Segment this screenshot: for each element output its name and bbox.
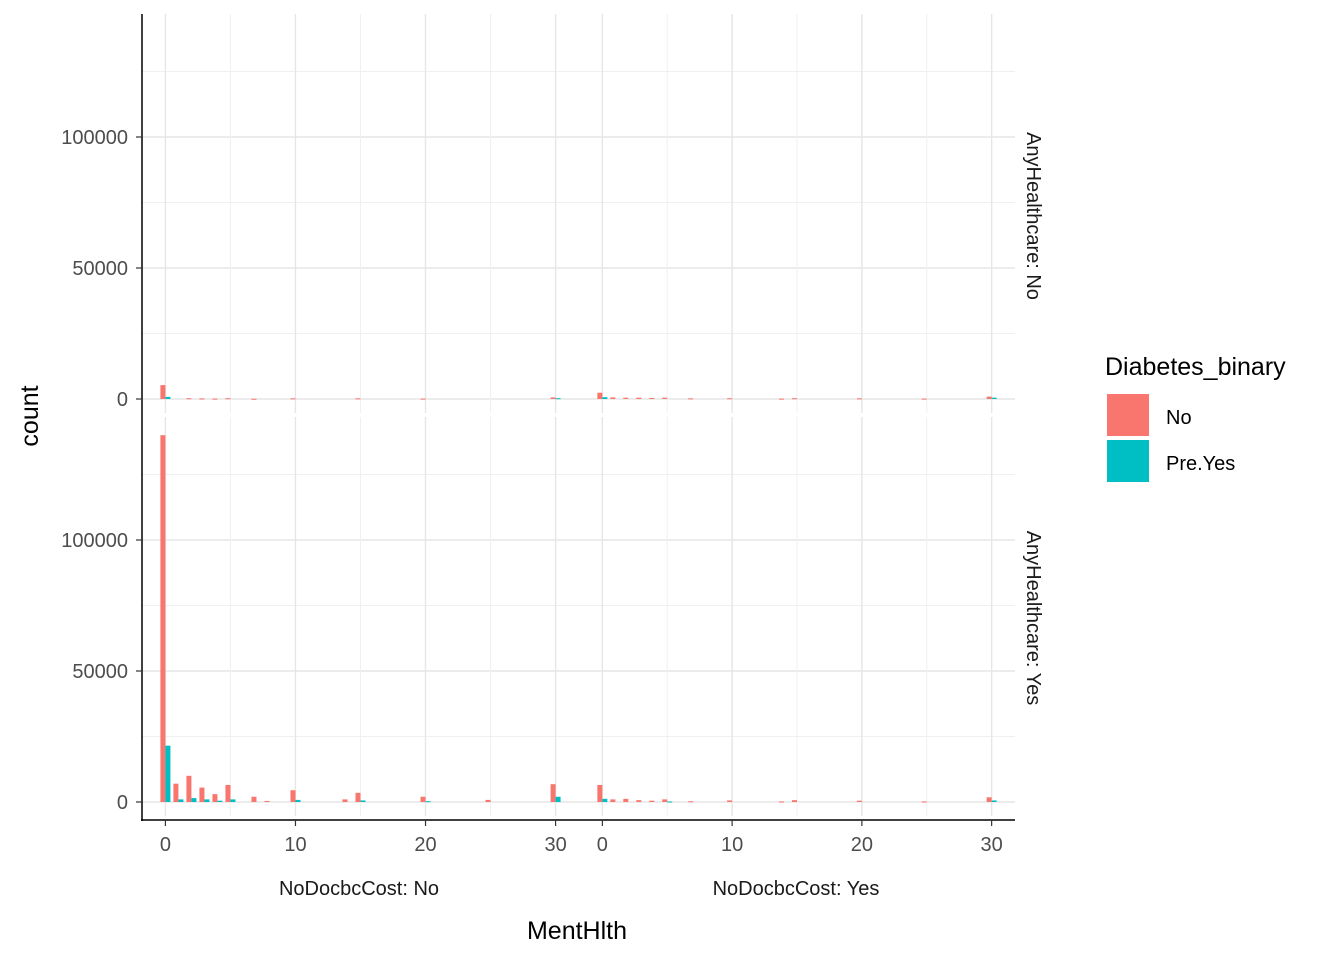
y-tick-label: 0 bbox=[117, 792, 128, 814]
bar-no bbox=[186, 775, 192, 802]
bar-no bbox=[355, 792, 361, 802]
bar-no bbox=[173, 783, 179, 802]
bar-no bbox=[225, 398, 231, 400]
bar-pre-yes bbox=[178, 799, 184, 802]
bar-pre-yes bbox=[555, 398, 561, 400]
bar-no bbox=[212, 794, 218, 802]
bar-no bbox=[225, 784, 231, 802]
legend-title: Diabetes_binary bbox=[1105, 353, 1286, 381]
bar-no bbox=[160, 435, 166, 802]
strip-col-1: NoDocbcCost: No bbox=[279, 878, 439, 900]
y-axis-title: count bbox=[16, 385, 44, 446]
bar-no bbox=[649, 397, 655, 399]
y-tick-label: 0 bbox=[117, 389, 128, 411]
bar-no bbox=[662, 397, 668, 399]
bar-no bbox=[342, 799, 348, 802]
legend-key-no bbox=[1107, 394, 1149, 436]
bar-pre-yes bbox=[667, 801, 673, 803]
bar-no bbox=[420, 796, 426, 802]
strip-col-2: NoDocbcCost: Yes bbox=[713, 878, 880, 900]
bar-pre-yes bbox=[360, 800, 366, 802]
bar-no bbox=[727, 800, 733, 802]
strip-row-1: AnyHealthcare: No bbox=[1022, 132, 1044, 300]
bar-no bbox=[623, 798, 629, 802]
bar-no bbox=[610, 799, 616, 802]
bar-no bbox=[792, 800, 797, 802]
bar-pre-yes bbox=[991, 800, 997, 802]
bar-pre-yes bbox=[295, 799, 301, 802]
bar-pre-yes bbox=[230, 799, 236, 802]
bar-pre-yes bbox=[602, 397, 608, 399]
bar-pre-yes bbox=[204, 799, 210, 802]
x-tick-label: 10 bbox=[721, 834, 743, 856]
bar-no bbox=[199, 398, 205, 400]
bar-no bbox=[160, 385, 166, 399]
bar-pre-yes bbox=[165, 745, 171, 802]
y-tick-label: 100000 bbox=[61, 530, 128, 552]
bar-no bbox=[662, 799, 668, 802]
bar-pre-yes bbox=[425, 801, 431, 803]
x-tick-label: 20 bbox=[851, 834, 873, 856]
bar-no bbox=[199, 787, 205, 802]
bar-no bbox=[597, 784, 603, 802]
x-tick-label: 10 bbox=[284, 834, 306, 856]
bar-no bbox=[251, 796, 257, 802]
bar-pre-yes bbox=[991, 397, 997, 399]
x-tick-label: 0 bbox=[160, 834, 171, 856]
y-tick-label: 50000 bbox=[72, 258, 128, 280]
bar-no bbox=[251, 398, 257, 400]
bar-no bbox=[921, 398, 927, 400]
x-axis-title: MentHlth bbox=[527, 917, 627, 945]
bar-no bbox=[610, 397, 616, 399]
bar-no bbox=[420, 398, 426, 400]
bar-no bbox=[636, 397, 642, 399]
bar-no bbox=[921, 801, 927, 803]
bar-pre-yes bbox=[555, 796, 561, 802]
axes bbox=[136, 14, 1015, 826]
grid-lines bbox=[142, 14, 1015, 816]
legend-key-pre-yes bbox=[1107, 440, 1149, 482]
legend: Diabetes_binary No Pre.Yes bbox=[1105, 353, 1286, 482]
legend-label-no: No bbox=[1166, 407, 1192, 429]
bar-no bbox=[186, 398, 192, 400]
x-tick-label: 20 bbox=[414, 834, 436, 856]
bar-no bbox=[856, 398, 862, 400]
bar-no bbox=[212, 398, 218, 400]
bar-no bbox=[986, 797, 992, 802]
bar-no bbox=[688, 398, 694, 400]
tick-labels: 0 50000 100000 0 50000 100000 0 10 20 30 0 10 20 30 bbox=[61, 127, 1003, 856]
x-tick-label: 0 bbox=[597, 834, 608, 856]
bar-no bbox=[649, 800, 655, 802]
bars bbox=[160, 385, 997, 803]
bar-no bbox=[986, 396, 992, 399]
bar-no bbox=[290, 790, 296, 802]
bar-pre-yes bbox=[191, 798, 197, 802]
bar-pre-yes bbox=[602, 798, 608, 802]
bar-no bbox=[636, 800, 642, 802]
bar-no bbox=[550, 784, 556, 802]
strip-row-2: AnyHealthcare: Yes bbox=[1022, 531, 1044, 706]
bar-no bbox=[623, 397, 629, 399]
bar-no bbox=[856, 800, 862, 802]
x-tick-label: 30 bbox=[981, 834, 1003, 856]
bar-no bbox=[264, 800, 270, 802]
bar-no bbox=[688, 801, 694, 803]
bar-no bbox=[290, 398, 296, 400]
legend-label-pre-yes: Pre.Yes bbox=[1166, 453, 1235, 475]
x-tick-label: 30 bbox=[544, 834, 566, 856]
bar-no bbox=[727, 398, 733, 400]
y-tick-label: 100000 bbox=[61, 127, 128, 149]
bar-no bbox=[779, 398, 785, 400]
bar-no bbox=[355, 398, 361, 400]
bar-no bbox=[485, 799, 491, 802]
bar-pre-yes bbox=[217, 800, 223, 802]
y-tick-label: 50000 bbox=[72, 661, 128, 683]
bar-no bbox=[779, 801, 785, 803]
bar-no bbox=[550, 397, 556, 399]
bar-pre-yes bbox=[165, 396, 171, 399]
bar-no bbox=[792, 398, 797, 400]
bar-no bbox=[597, 392, 603, 399]
